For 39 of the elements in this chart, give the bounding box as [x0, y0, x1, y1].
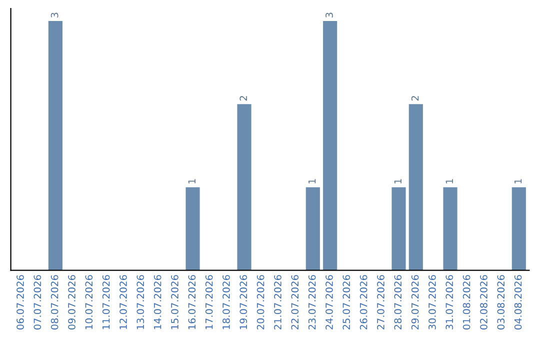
x-tick-label: 15.07.2026: [171, 275, 178, 330]
x-tick-label: 19.07.2026: [240, 275, 248, 330]
data-label: 1: [446, 179, 453, 184]
x-tick-label: 01.08.2026: [462, 275, 470, 330]
data-label: 1: [514, 179, 522, 184]
x-tick-label: 17.07.2026: [205, 275, 213, 330]
x-tick-label: 16.07.2026: [188, 275, 196, 330]
x-tick-label: 08.07.2026: [50, 275, 58, 330]
data-label: 2: [240, 96, 247, 101]
x-tick-label: 02.08.2026: [480, 275, 488, 330]
x-tick-label: 06.07.2026: [16, 275, 24, 330]
x-tick-label: 14.07.2026: [154, 275, 162, 330]
data-label: 3: [50, 12, 58, 18]
x-tick-label: 21.07.2026: [274, 275, 282, 330]
x-tick-label: 29.07.2026: [411, 275, 419, 330]
x-tick-label: 28.07.2026: [394, 275, 402, 330]
x-tick-label: 18.07.2026: [222, 275, 230, 330]
x-tick-label: 25.07.2026: [342, 275, 350, 330]
x-tick-label: 20.07.2026: [256, 275, 264, 330]
x-tick-label: 24.07.2026: [326, 275, 333, 330]
x-tick-label: 12.07.2026: [120, 275, 127, 330]
data-label: 1: [308, 179, 316, 184]
data-label: 3: [326, 12, 333, 18]
data-label: 1: [394, 179, 402, 184]
x-tick-label: 04.08.2026: [514, 275, 522, 330]
x-tick-label: 22.07.2026: [291, 275, 299, 330]
x-tick-label: 30.07.2026: [428, 275, 436, 330]
data-label: 2: [411, 96, 419, 101]
x-tick-label: 11.07.2026: [102, 275, 110, 330]
x-tick-label: 03.08.2026: [497, 275, 505, 330]
x-tick-label: 31.07.2026: [446, 275, 454, 330]
data-label: 1: [188, 179, 196, 184]
x-tick-label: 13.07.2026: [136, 275, 144, 330]
x-tick-label: 07.07.2026: [34, 275, 42, 330]
x-tick-label: 10.07.2026: [85, 275, 93, 330]
x-tick-label: 27.07.2026: [377, 275, 384, 330]
x-tick-label: 09.07.2026: [68, 275, 76, 330]
x-tick-label: 23.07.2026: [308, 275, 316, 330]
x-tick-label: 26.07.2026: [360, 275, 368, 330]
